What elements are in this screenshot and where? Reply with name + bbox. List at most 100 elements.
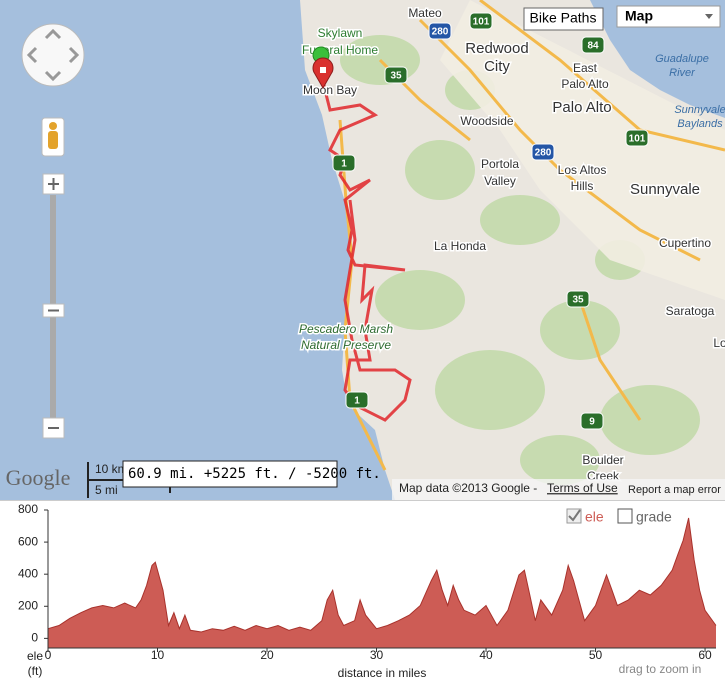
shield-label: 1 — [354, 396, 360, 407]
place-label: Sunnyvale — [674, 104, 725, 116]
scale-km: 10 km — [95, 462, 128, 476]
ele-toggle[interactable] — [566, 508, 582, 524]
google-logo: Google — [6, 465, 71, 490]
shield-label: 280 — [432, 27, 449, 38]
elevation-chart[interactable]: ele (ft) distance in miles drag to zoom … — [0, 500, 725, 692]
route-shield: 280 — [428, 22, 452, 40]
parks — [340, 35, 700, 485]
shield-bg — [345, 391, 369, 409]
shield-bg — [566, 290, 590, 308]
shield-label: 35 — [390, 71, 402, 82]
y-tick-label: 0 — [31, 631, 38, 645]
layer-button[interactable]: Bike Paths — [523, 7, 604, 31]
pan-control[interactable] — [21, 23, 85, 87]
place-label: Woodside — [460, 114, 513, 128]
elevation-line — [47, 517, 717, 633]
x-tick-label: 20 — [260, 648, 274, 662]
y-axis-label: ele — [27, 649, 43, 663]
place-label: Cupertino — [659, 236, 711, 250]
shield-label: 84 — [587, 41, 599, 52]
end-marker — [312, 57, 334, 90]
y-tick-label: 800 — [18, 502, 38, 516]
route-shield: 101 — [625, 129, 649, 147]
attribution-bg — [392, 479, 725, 500]
shield-label: 101 — [473, 17, 490, 28]
elevation-area — [48, 518, 716, 648]
shield-bg — [625, 129, 649, 147]
shield-bg — [332, 154, 356, 172]
shield-label: 1 — [341, 159, 347, 170]
x-tick-label: 60 — [698, 648, 712, 662]
route-shield: 101 — [469, 12, 493, 30]
shield-label: 101 — [629, 134, 646, 145]
place-label: Boulder — [582, 453, 623, 467]
attribution: Map data ©2013 Google - — [399, 481, 537, 495]
place-label: Portola — [481, 157, 519, 171]
route-shield: 1 — [345, 391, 369, 409]
route — [320, 74, 412, 422]
route-shield: 84 — [581, 36, 605, 54]
zoom-out[interactable] — [42, 417, 65, 439]
x-tick-label: 50 — [589, 648, 603, 662]
place-label: River — [669, 67, 696, 79]
shield-bg — [580, 412, 604, 430]
place-label: Palo Alto — [552, 99, 611, 116]
y-tick-label: 400 — [18, 566, 38, 580]
place-label: Mateo — [408, 6, 442, 20]
route-shield: 1 — [332, 154, 356, 172]
place-label: Redwood — [465, 40, 528, 57]
map-type-label: Map — [625, 8, 653, 24]
place-label: La Honda — [434, 239, 486, 253]
x-tick-label: 30 — [370, 648, 384, 662]
route-summary: 60.9 mi. +5225 ft. / -5200 ft. — [128, 466, 381, 482]
place-label: Natural Preserve — [301, 338, 391, 352]
place-label: Guadalupe — [655, 53, 709, 65]
place-label: Baylands — [677, 118, 723, 130]
zoom-handle[interactable] — [42, 303, 65, 318]
route-shield: 9 — [580, 412, 604, 430]
route-shield: 35 — [384, 66, 408, 84]
bay — [590, 0, 725, 118]
place-label: Lo — [713, 336, 725, 350]
shield-label: 35 — [572, 295, 584, 306]
place-label: Hills — [571, 179, 594, 193]
zoom-in[interactable] — [42, 173, 65, 195]
place-label: Palo Alto — [561, 77, 609, 91]
street-view-pegman[interactable] — [41, 117, 65, 157]
x-tick-label: 0 — [45, 648, 52, 662]
place-label: East — [573, 61, 598, 75]
x-tick-label: 10 — [151, 648, 165, 662]
place-label: Skylawn — [318, 26, 363, 40]
place-label: Los Altos — [558, 163, 607, 177]
legend-label: ele — [585, 509, 604, 525]
shield-bg — [531, 143, 555, 161]
place-label: Sunnyvale — [630, 181, 700, 198]
route-shield: 280 — [531, 143, 555, 161]
shield-bg — [384, 66, 408, 84]
report-link[interactable]: Report a map error — [628, 484, 721, 496]
shield-label: 280 — [535, 148, 552, 159]
place-label: Moon Bay — [303, 83, 357, 97]
map-type-dropdown[interactable]: Map — [616, 5, 721, 28]
shield-bg — [581, 36, 605, 54]
place-label: Valley — [484, 174, 516, 188]
route-summary-box — [122, 460, 338, 488]
terms-link[interactable]: Terms of Use — [547, 481, 618, 495]
place-label: Saratoga — [666, 304, 715, 318]
route-shield: 35 — [566, 290, 590, 308]
option-label: grade — [636, 509, 672, 525]
y-tick-label: 600 — [18, 534, 38, 548]
y-tick-label: 200 — [18, 598, 38, 612]
x-tick-label: 40 — [479, 648, 493, 662]
urban — [440, 0, 725, 300]
zoom-hint: drag to zoom in — [619, 662, 702, 676]
place-label: Pescadero Marsh — [299, 322, 393, 336]
place-label: City — [484, 58, 510, 75]
shield-bg — [428, 22, 452, 40]
shield-bg — [469, 12, 493, 30]
y-axis-unit: (ft) — [28, 664, 43, 678]
scale-mi: 5 mi — [95, 483, 118, 497]
grade-toggle[interactable] — [617, 508, 633, 524]
